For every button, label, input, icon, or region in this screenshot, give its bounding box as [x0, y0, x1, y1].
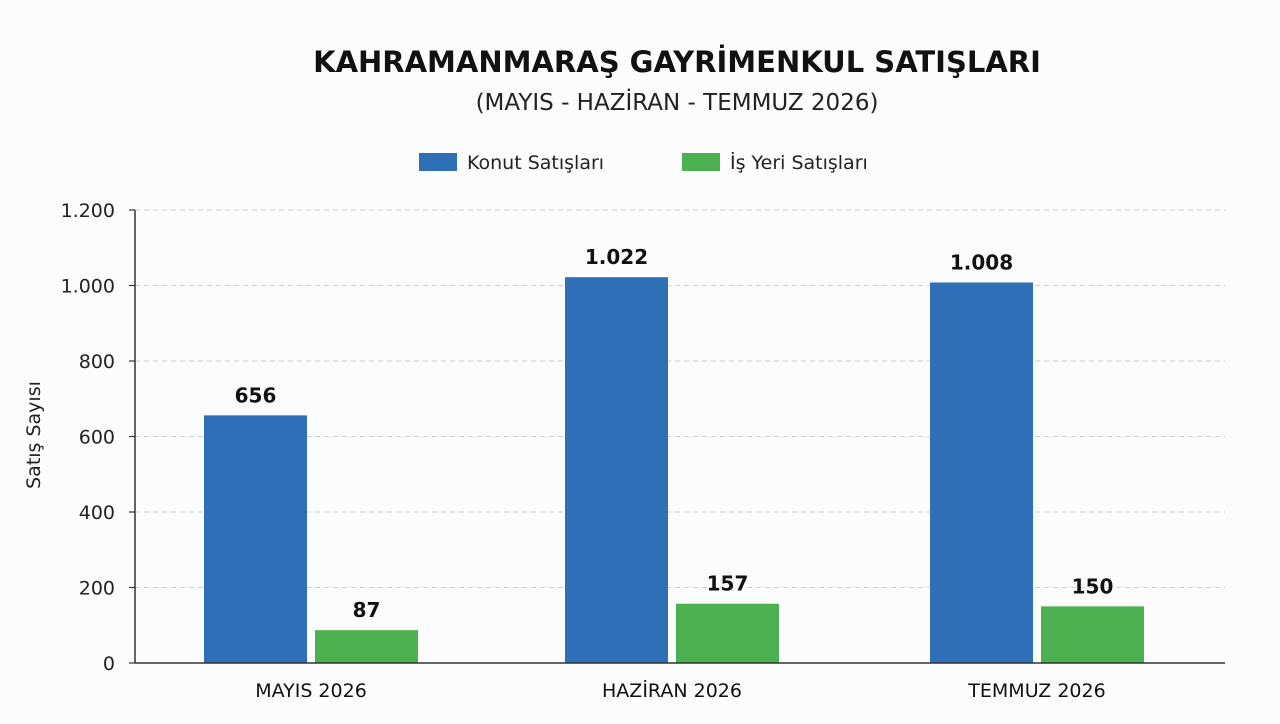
- bar-isyeri: [676, 603, 779, 663]
- chart-title: KAHRAMANMARAŞ GAYRİMENKUL SATIŞLARI: [313, 45, 1041, 79]
- bars: [204, 277, 1144, 663]
- y-tick-label: 0: [103, 653, 115, 675]
- y-tick-label: 800: [79, 351, 115, 373]
- y-axis-label: Satış Sayısı: [23, 381, 45, 489]
- bar-isyeri: [315, 630, 418, 663]
- y-tick-label: 1.200: [61, 200, 115, 222]
- data-label: 1.022: [585, 245, 648, 269]
- legend-swatch-isyeri: [682, 153, 720, 171]
- bar-konut: [930, 282, 1033, 663]
- data-label: 157: [707, 572, 749, 596]
- bar-konut: [565, 277, 668, 663]
- y-tick-label: 400: [79, 502, 115, 524]
- chart-subtitle: (MAYIS - HAZİRAN - TEMMUZ 2026): [476, 88, 879, 116]
- bar-konut: [204, 415, 307, 663]
- y-axis-ticks: 0 200 400 600 800 1.000 1.200: [61, 200, 135, 675]
- data-label: 87: [353, 598, 381, 622]
- legend-label-konut: Konut Satışları: [467, 152, 604, 174]
- gridlines: [135, 209, 1225, 588]
- legend-swatch-konut: [419, 153, 457, 171]
- legend: Konut Satışları İş Yeri Satışları: [419, 151, 868, 174]
- data-label: 1.008: [950, 250, 1013, 274]
- x-tick-label: HAZİRAN 2026: [602, 679, 742, 702]
- legend-label-isyeri: İş Yeri Satışları: [730, 151, 868, 174]
- y-tick-label: 1.000: [61, 276, 115, 298]
- y-tick-label: 200: [79, 578, 115, 600]
- data-label: 150: [1072, 574, 1114, 598]
- x-tick-label: MAYIS 2026: [255, 680, 367, 702]
- data-label: 656: [235, 383, 277, 407]
- bar-isyeri: [1041, 606, 1144, 663]
- x-axis-ticks: MAYIS 2026 HAZİRAN 2026 TEMMUZ 2026: [255, 679, 1105, 702]
- y-tick-label: 600: [79, 427, 115, 449]
- data-labels: 656 87 1.022 157 1.008 150: [235, 245, 1114, 622]
- x-tick-label: TEMMUZ 2026: [967, 680, 1105, 702]
